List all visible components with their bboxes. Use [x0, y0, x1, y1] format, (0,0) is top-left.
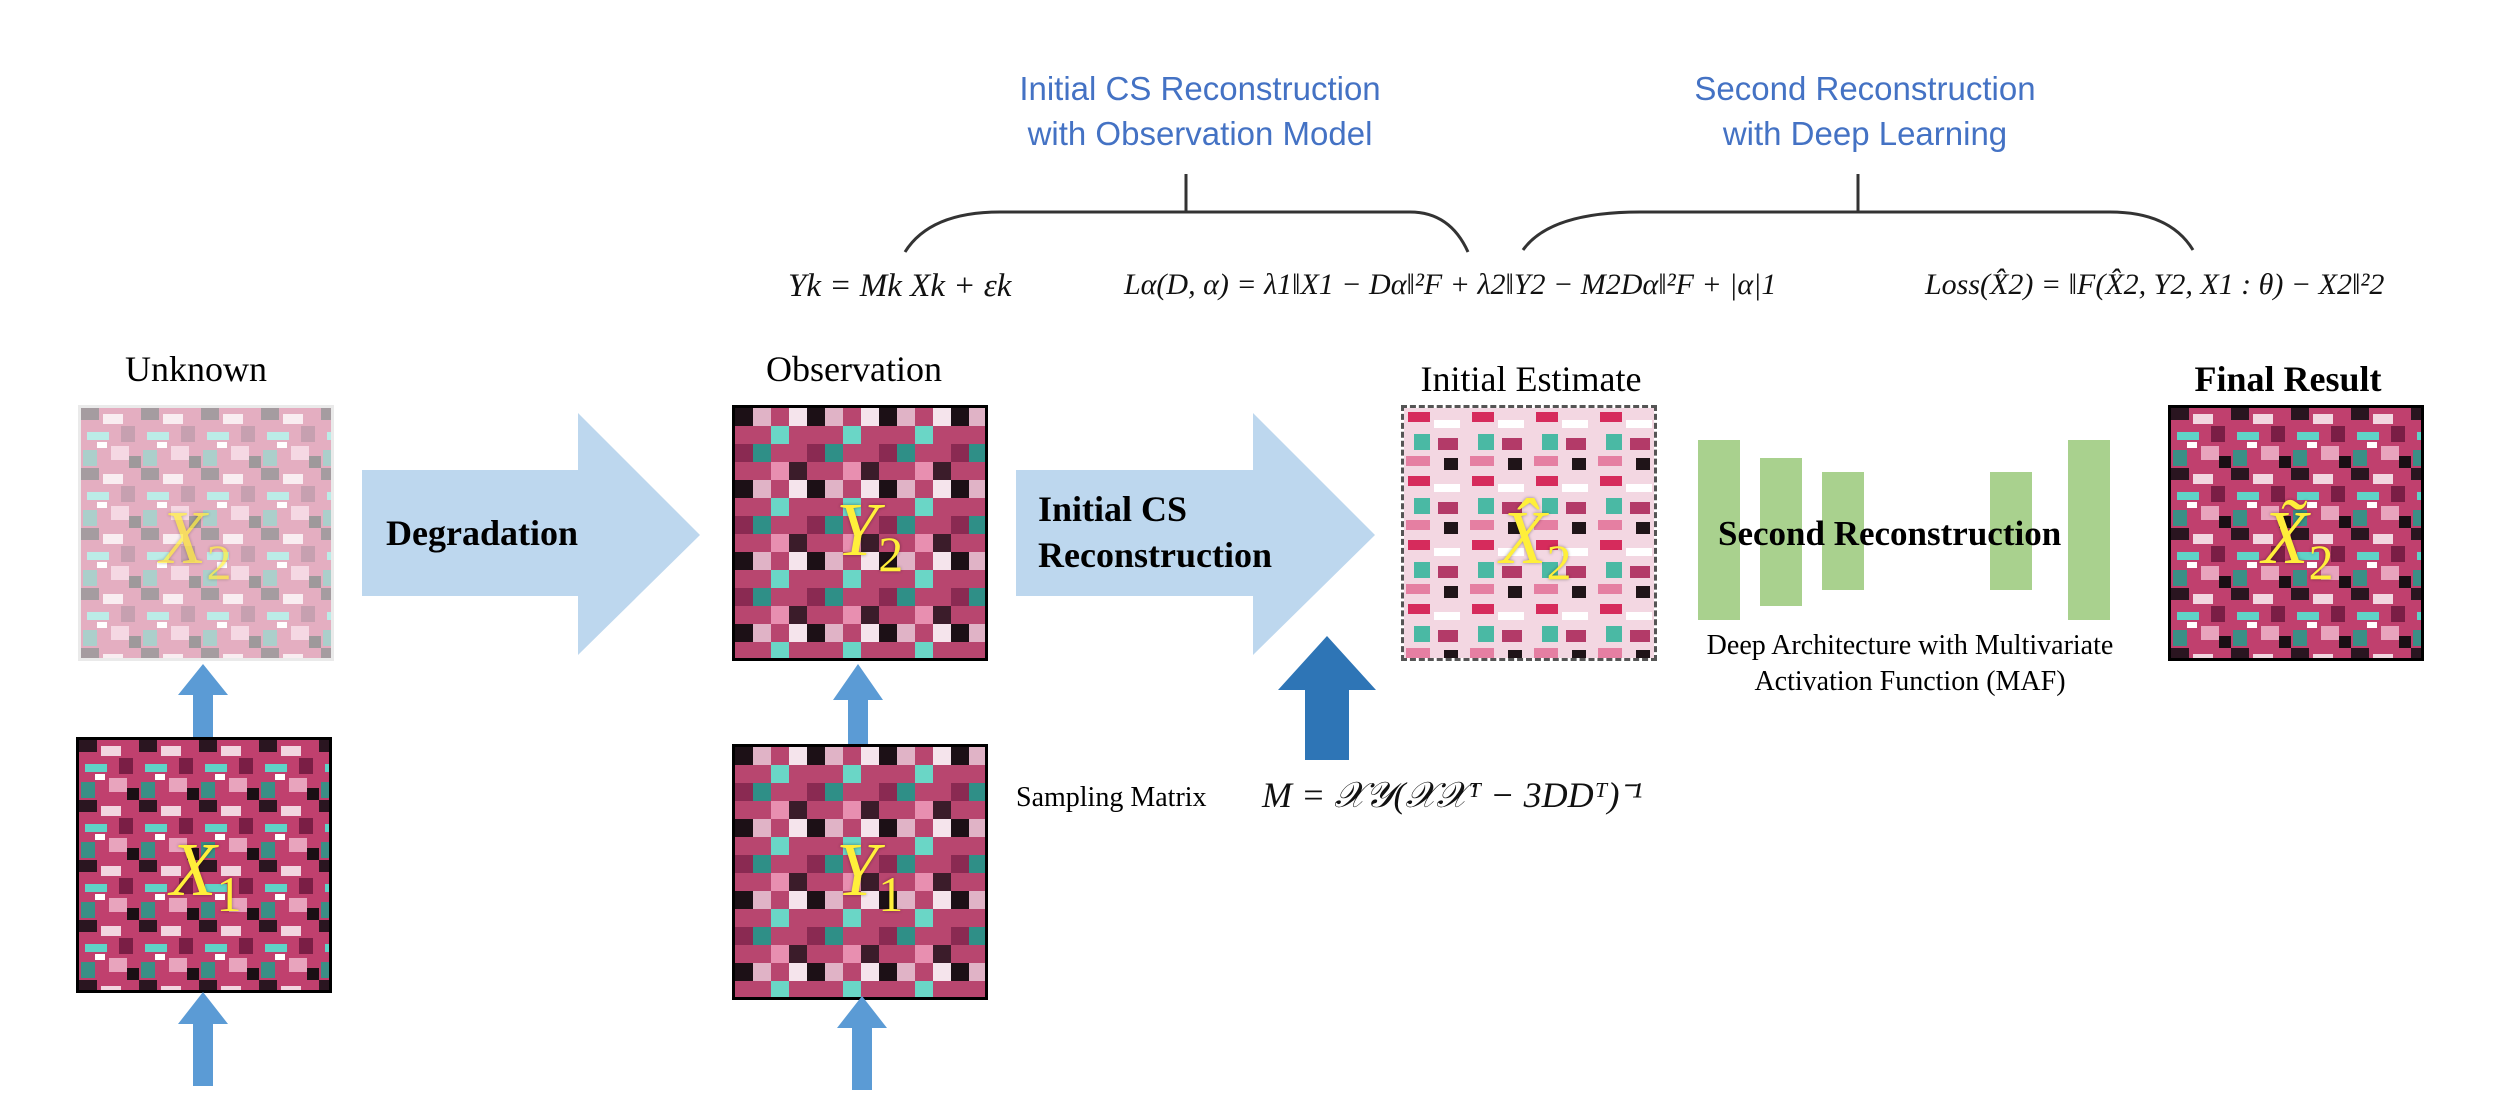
initial-cs-arrow [1016, 413, 1375, 655]
sampling-matrix-arrow [1278, 636, 1376, 760]
symbol-y2: Y2 [836, 488, 904, 582]
network-layer-3 [1822, 472, 1864, 590]
network-layer-5 [2068, 440, 2110, 620]
label-final-result: Final Result [2194, 359, 2382, 399]
image-final-result [2168, 405, 2424, 661]
second-reconstruction-label: Second Reconstruction [1718, 514, 2062, 553]
header-second-line2: with Deep Learning [1722, 115, 2008, 152]
deep-architecture-line1: Deep Architecture with Multivariate [1706, 630, 2114, 661]
deep-architecture-line2: Activation Function (MAF) [1754, 666, 2066, 697]
brace-second [1521, 174, 2195, 251]
symbol-x2-hat: X̂2 [1500, 496, 1572, 590]
sampling-matrix-label: Sampling Matrix [1016, 782, 1207, 813]
header-initial-line2: with Observation Model [1027, 115, 1373, 152]
image-x1 [76, 737, 332, 993]
initial-cs-label-line2: Reconstruction [1038, 535, 1272, 575]
header-initial-cs: Initial CS Reconstruction with Observati… [960, 66, 1440, 156]
up-arrow-y1-to-y2 [833, 664, 883, 744]
initial-cs-label: Initial CS Reconstruction [1038, 486, 1272, 578]
label-unknown: Unknown [125, 349, 267, 389]
initial-cs-label-line1: Initial CS [1038, 489, 1188, 529]
up-arrow-into-x1 [178, 992, 228, 1086]
symbol-x2-tilde: X̃2 [2262, 496, 2334, 590]
equation-sampling-matrix: M = 𝒳𝒴(𝒳𝒳ᵀ − 3DDᵀ)⁻¹ [1262, 775, 1643, 815]
deep-architecture-caption: Deep Architecture with Multivariate Acti… [1680, 628, 2140, 700]
network-layer-4 [1990, 472, 2032, 590]
image-unknown-x2 [78, 405, 334, 661]
equation-loss: Loss(X̂2) = ‖F(X̂2, Y2, X1 : θ) − X2‖²2 [1925, 268, 2385, 301]
equation-observation-model: Yk = Mk Xk + εk [788, 268, 1012, 304]
symbol-x2: X2 [160, 496, 232, 590]
image-initial-estimate [1401, 405, 1657, 661]
degradation-arrow [362, 413, 700, 655]
up-arrow-into-y1 [837, 996, 887, 1090]
label-observation: Observation [766, 349, 942, 389]
brace-initial [903, 174, 1470, 253]
image-y1 [732, 744, 988, 1000]
network-layer-1 [1698, 440, 1740, 620]
label-initial-estimate: Initial Estimate [1420, 359, 1642, 399]
symbol-x1: X1 [170, 828, 242, 922]
up-arrow-x1-to-x2 [178, 664, 228, 737]
equation-cs-objective: Lα(D, α) = λ1‖X1 − Dα‖²F + λ2‖Y2 − M2Dα‖… [1124, 268, 1777, 301]
network-layer-2 [1760, 458, 1802, 606]
symbol-y1: Y1 [836, 828, 904, 922]
image-observation-y2 [732, 405, 988, 661]
header-second-reconstruction: Second Reconstruction with Deep Learning [1630, 66, 2100, 156]
degradation-label: Degradation [386, 513, 578, 553]
header-second-line1: Second Reconstruction [1694, 70, 2036, 107]
header-initial-line1: Initial CS Reconstruction [1019, 70, 1381, 107]
